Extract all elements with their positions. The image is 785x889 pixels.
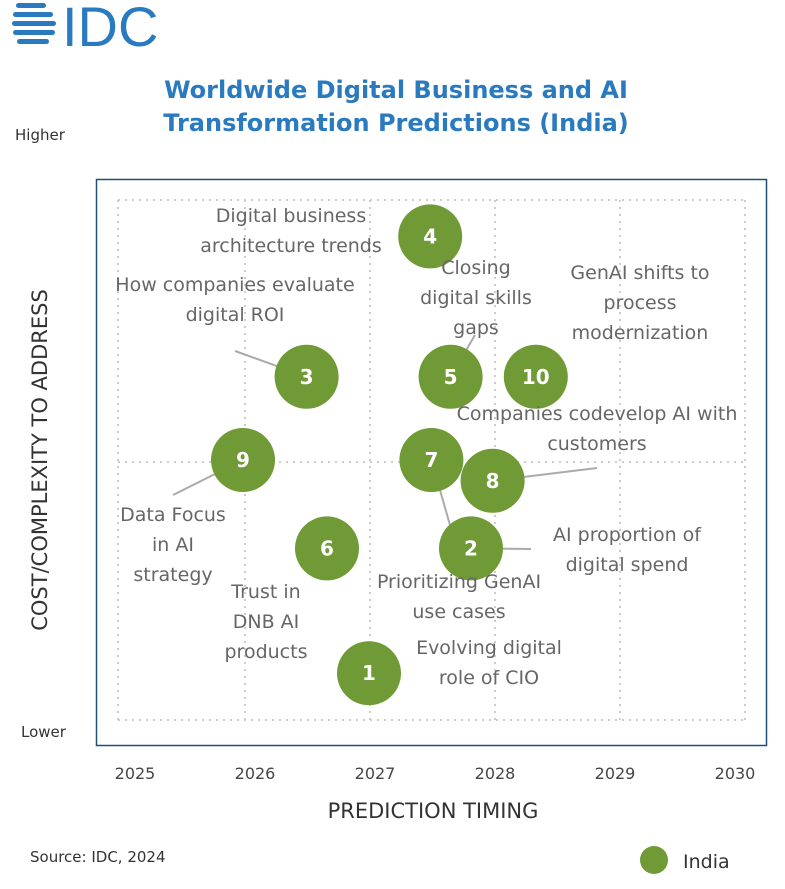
point-label-6: DNB AI [233,611,300,633]
point-label-9: Data Focus [120,504,226,526]
globe-icon [12,3,56,44]
point-label-5: digital skills [420,287,532,309]
bubble-7 [399,428,464,492]
bubble-number: 10 [522,365,550,389]
x-tick-label: 2030 [715,764,756,783]
point-label-8: Companies codevelop AI with [457,403,738,425]
point-label-3: digital ROI [186,304,285,326]
bubble-6 [295,516,359,581]
point-label-10: modernization [572,322,709,344]
point-label-1: Evolving digital [416,637,562,659]
point-label-4: architecture trends [200,235,382,257]
x-axis-label: PREDICTION TIMING [328,799,539,823]
bubble-number: 8 [486,469,500,493]
point-label-2: AI proportion of [553,524,702,546]
bubble-number: 9 [236,448,250,472]
plot-frame [95,178,768,747]
bubble-number: 6 [320,536,334,560]
source-note: Source: IDC, 2024 [30,848,166,866]
bubble-number: 5 [444,365,458,389]
point-label-4: Digital business [216,205,366,227]
point-label-6: products [225,641,308,663]
x-tick-label: 2025 [115,764,156,783]
bubble-4 [398,204,463,269]
legend: India [640,846,730,874]
bubble-2 [439,516,503,581]
x-tick-label: 2026 [235,764,276,783]
y-axis-label: COST/COMPLEXITY TO ADDRESS [28,289,52,631]
bubble-8 [460,448,525,513]
point-label-1: role of CIO [439,667,539,689]
point-label-10: process [603,292,676,314]
x-tick-label: 2029 [595,764,636,783]
point-label-5: gaps [453,317,499,339]
bubble-3 [274,344,339,409]
point-label-9: in AI [152,534,194,556]
point-label-9: strategy [133,564,212,586]
point-label-8: customers [547,433,646,455]
legend-label-india: India [683,851,730,873]
chart-title-line-1: Worldwide Digital Business and AI [164,76,628,104]
point-label-7: use cases [412,601,505,623]
y-high-label: Higher [15,126,66,144]
chart-title-line-2: Transformation Predictions (India) [163,109,629,137]
point-label-10: GenAI shifts to [570,262,709,284]
bubble-number: 3 [300,365,314,389]
x-tick-label: 2027 [355,764,396,783]
idc-logo: IDC [12,0,158,58]
point-label-5: Closing [441,257,510,279]
bubble-10 [503,344,568,409]
bubble-number: 7 [424,448,438,472]
bubble-5 [418,344,483,409]
legend-marker-india [640,846,668,874]
point-label-7: Prioritizing GenAI [377,571,541,593]
bubble-1 [337,641,401,706]
bubble-number: 2 [464,536,478,560]
x-tick-label: 2028 [475,764,516,783]
bubble-9 [211,428,275,492]
y-low-label: Lower [21,723,67,741]
point-label-6: Trust in [230,581,300,603]
bubble-number: 1 [362,661,376,685]
point-label-3: How companies evaluate [115,274,354,296]
logo-text: IDC [62,0,158,58]
bubble-number: 4 [423,224,437,248]
point-label-2: digital spend [566,554,689,576]
